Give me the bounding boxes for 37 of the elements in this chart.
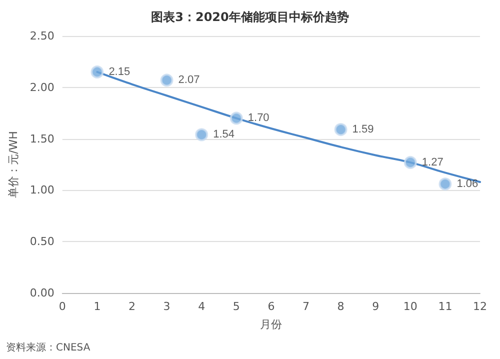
data-label: 1.59	[352, 124, 374, 136]
data-label: 1.54	[213, 128, 235, 141]
x-tick-label: 3	[163, 300, 170, 313]
data-label: 1.06	[456, 178, 478, 190]
x-tick-label: 11	[438, 300, 452, 313]
x-tick-label: 2	[128, 300, 136, 313]
x-tick-label: 5	[232, 300, 240, 313]
y-tick-label: 2.00	[30, 80, 54, 94]
point	[160, 74, 174, 87]
x-tick-label: 4	[198, 300, 206, 313]
x-tick-label: 10	[403, 300, 418, 313]
point	[195, 128, 208, 142]
x-tick-label: 12	[473, 300, 487, 313]
x-tick-label: 0	[58, 300, 66, 313]
x-tick-label: 1	[94, 300, 101, 313]
x-tick-label: 6	[268, 300, 275, 313]
point	[230, 112, 243, 125]
data-label: 2.07	[178, 74, 200, 86]
y-tick-label: 0.00	[30, 286, 54, 300]
text: 资料来源：CNESA	[6, 342, 90, 354]
y-tick-label: 1.00	[30, 184, 54, 197]
data-label: 1.27	[422, 156, 444, 168]
y-tick-label: 1.50	[30, 132, 54, 146]
data-label: 1.70	[248, 112, 270, 124]
chart-title: 图表3：2020年储能项目中标价趋势	[151, 10, 349, 24]
x-tick-label: 8	[337, 300, 344, 313]
point	[438, 178, 452, 191]
x-tick-label: 7	[302, 300, 310, 313]
x-tick-label: 9	[372, 300, 380, 313]
data-label: 2.15	[108, 66, 130, 78]
y-tick-label: 0.50	[30, 235, 54, 248]
point	[90, 65, 104, 78]
point	[404, 156, 417, 169]
y-tick-label: 2.50	[30, 30, 54, 42]
y-axis-title: 单价：元/WH	[7, 131, 20, 198]
x-axis-title: 月份	[260, 318, 282, 331]
point	[334, 123, 348, 136]
